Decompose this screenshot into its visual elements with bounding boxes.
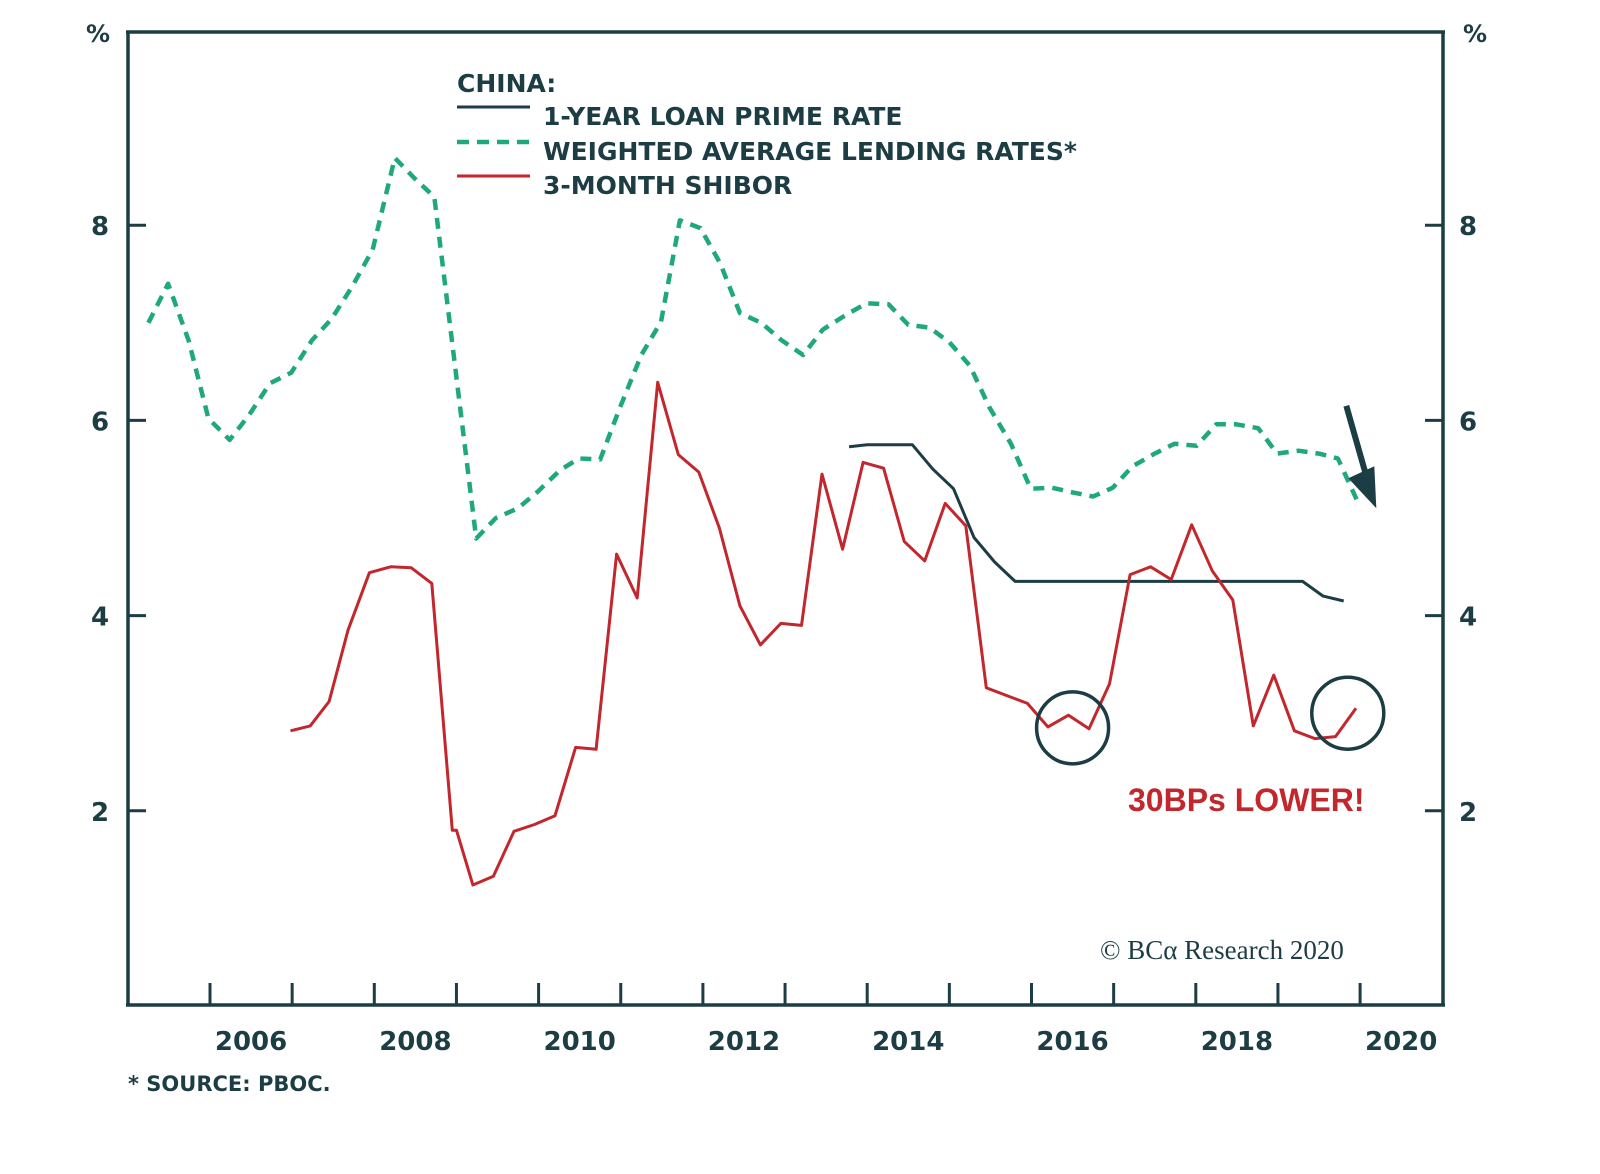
left-axis-unit-label: % bbox=[86, 20, 110, 48]
y-tick-label-left: 4 bbox=[91, 603, 109, 633]
legend: CHINA: 1-YEAR LOAN PRIME RATE WEIGHTED A… bbox=[457, 69, 1077, 200]
y-tick-label-left: 6 bbox=[91, 407, 109, 437]
y-tick-label-right: 2 bbox=[1459, 798, 1477, 828]
series-line-lpr bbox=[848, 443, 1345, 603]
x-tick-label: 2008 bbox=[379, 1027, 451, 1057]
x-tick-label: 2012 bbox=[708, 1027, 780, 1057]
legend-label-lpr: 1-YEAR LOAN PRIME RATE bbox=[543, 102, 903, 131]
y-tick-label-left: 2 bbox=[91, 798, 109, 828]
series-line-shibor bbox=[290, 380, 1358, 887]
series-line-walr bbox=[146, 155, 1362, 541]
annotation-30bps-lower: 30BPs LOWER! bbox=[1128, 782, 1364, 818]
x-tick-label: 2018 bbox=[1201, 1027, 1273, 1057]
y-tick-label-right: 8 bbox=[1459, 212, 1477, 242]
right-axis-unit-label: % bbox=[1463, 20, 1487, 48]
annotation-circle-2016 bbox=[1034, 690, 1111, 766]
y-tick-label-right: 4 bbox=[1459, 603, 1477, 633]
legend-label-walr: WEIGHTED AVERAGE LENDING RATES* bbox=[543, 137, 1077, 166]
annotation-circle-2019 bbox=[1310, 675, 1386, 751]
arrow-down-right-icon bbox=[1348, 466, 1377, 509]
y-ticks: 2 2 4 4 6 6 8 8 bbox=[91, 212, 1477, 828]
y-tick-label-right: 6 bbox=[1459, 407, 1477, 437]
legend-title: CHINA: bbox=[457, 69, 556, 98]
x-tick-label: 2014 bbox=[872, 1027, 944, 1057]
x-ticks: 2006 2008 2010 2012 2014 2016 2018 2020 bbox=[208, 983, 1437, 1057]
x-tick-label: 2020 bbox=[1365, 1027, 1437, 1057]
copyright-text: © BCα Research 2020 bbox=[1100, 935, 1344, 965]
annotations bbox=[1034, 404, 1386, 766]
series-layer bbox=[146, 155, 1362, 887]
source-note: * SOURCE: PBOC. bbox=[128, 1072, 331, 1096]
y-tick-label-left: 8 bbox=[91, 212, 109, 242]
x-tick-label: 2006 bbox=[215, 1027, 287, 1057]
x-tick-label: 2016 bbox=[1036, 1027, 1108, 1057]
x-tick-label: 2010 bbox=[543, 1027, 615, 1057]
legend-label-shibor: 3-MONTH SHIBOR bbox=[543, 171, 792, 200]
